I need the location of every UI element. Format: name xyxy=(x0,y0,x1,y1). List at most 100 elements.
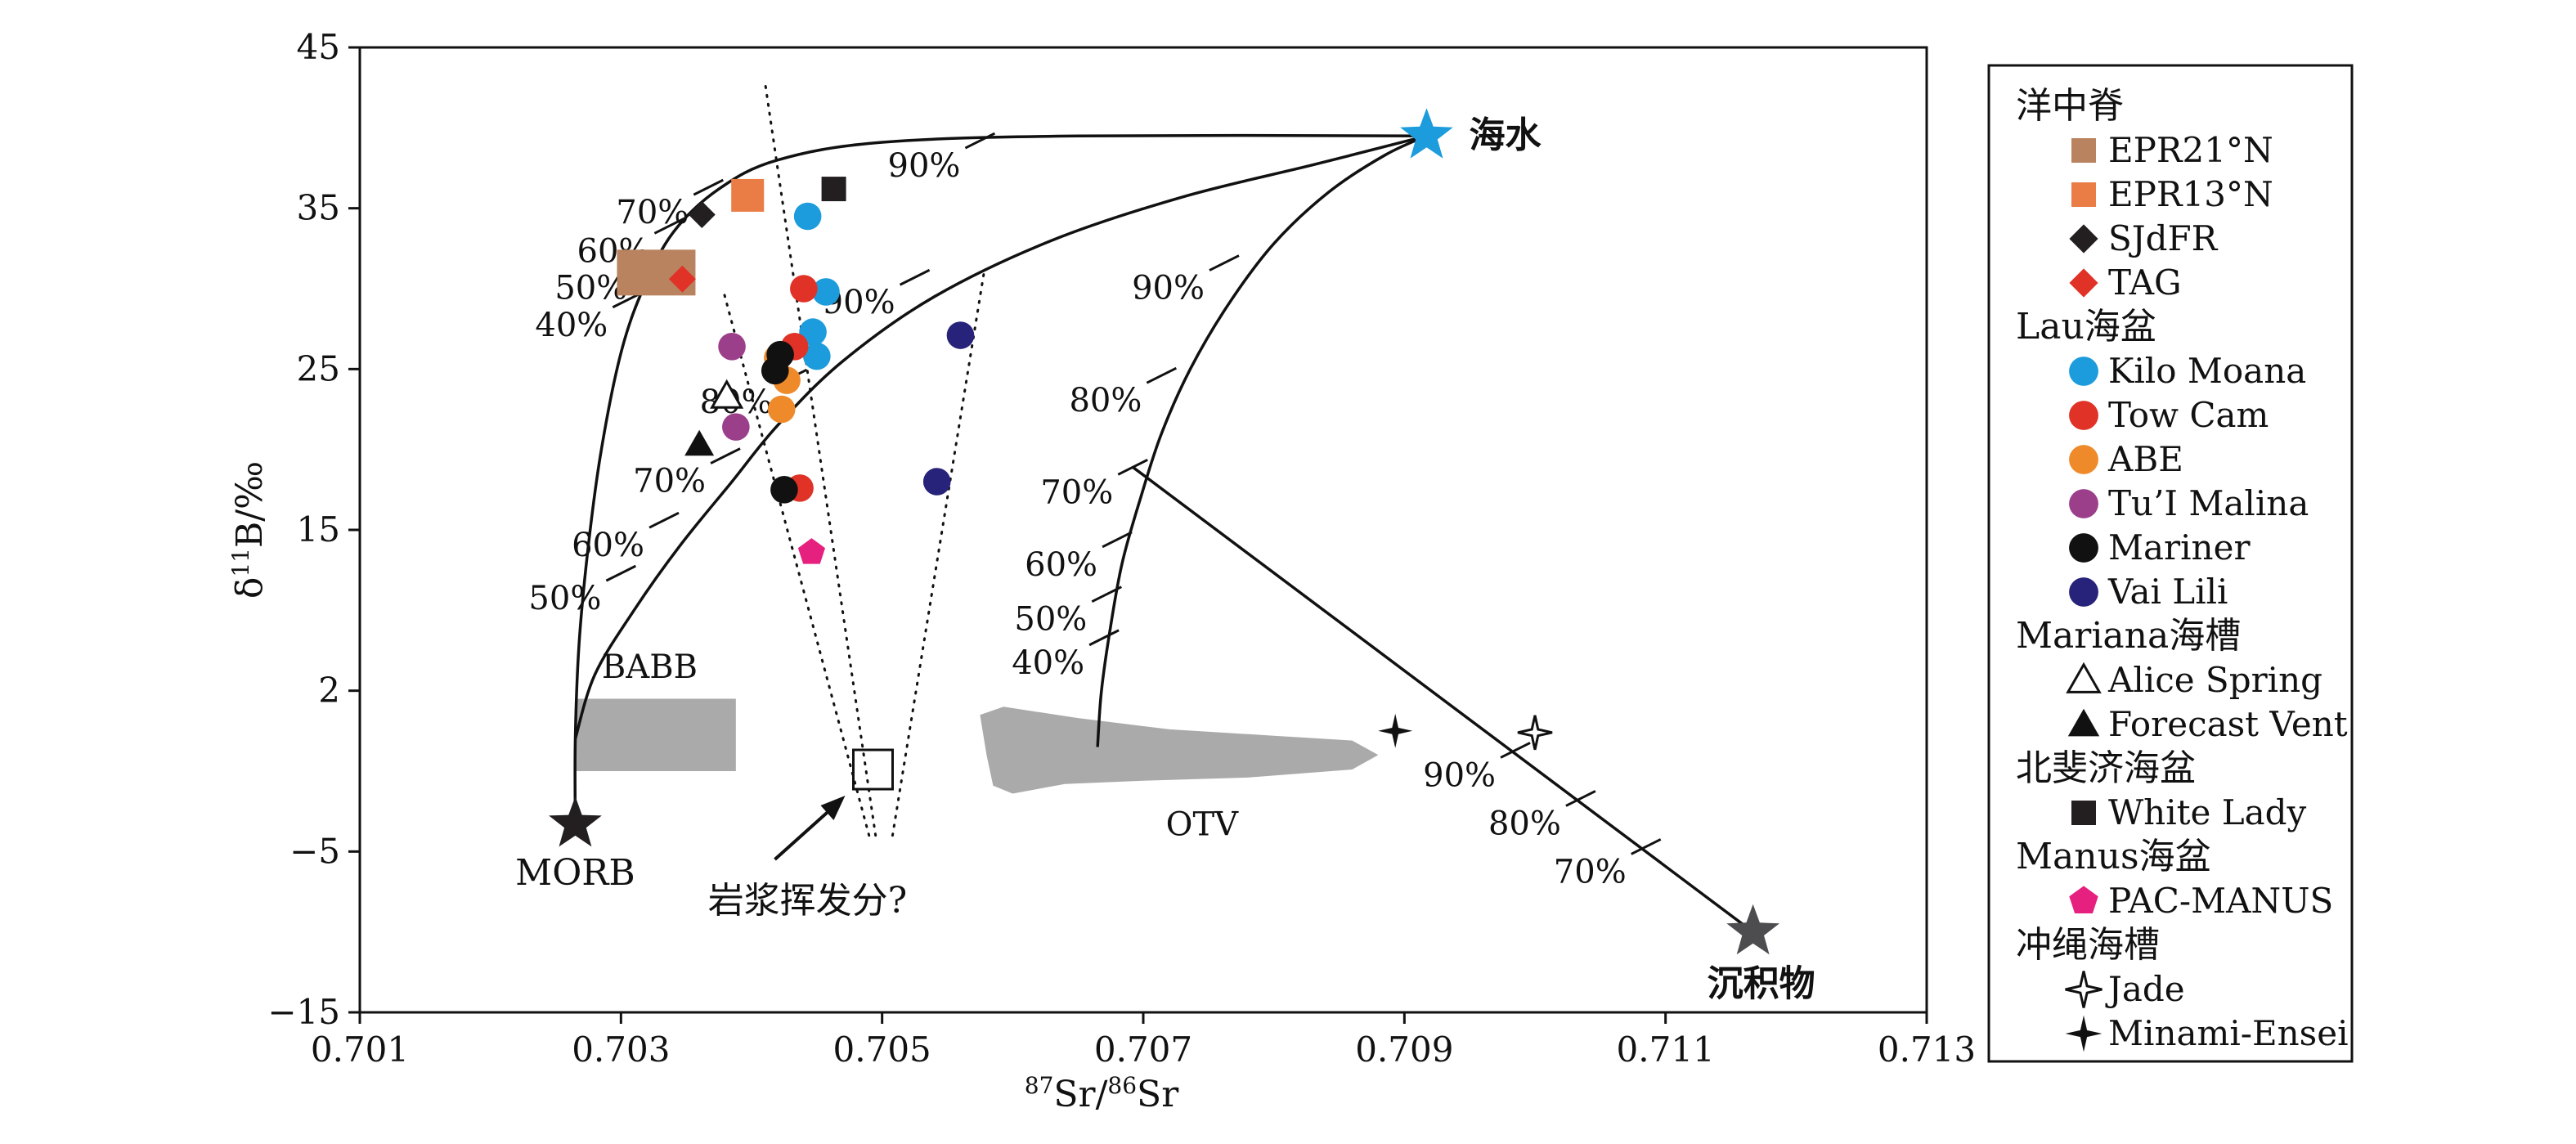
mixing-tick xyxy=(1102,531,1133,549)
point-alice-spring xyxy=(710,379,744,409)
legend-item-label: EPR13°N xyxy=(2108,174,2273,214)
mixing-tick xyxy=(1500,742,1531,759)
mixing-tick-label: 40% xyxy=(535,307,608,344)
mixing-tick xyxy=(1631,838,1662,855)
legend-marker xyxy=(2069,577,2098,607)
legend-frame xyxy=(1987,64,2354,1063)
mixing-curve-OTV-seawater xyxy=(1096,134,1428,747)
legend-marker xyxy=(2065,971,2103,1008)
mixing-tick xyxy=(1091,585,1122,603)
point-kilo-moana xyxy=(803,342,831,370)
y-tick-label: 2 xyxy=(318,671,340,711)
x-tick-label: 0.711 xyxy=(1617,1030,1715,1070)
point-vai-lili xyxy=(946,321,975,349)
sediment-label: 沉积物 xyxy=(1708,963,1815,1005)
x-tick-label: 0.701 xyxy=(311,1030,409,1070)
legend-item-label: Tu’I Malina xyxy=(2108,483,2309,523)
magmatic-volatile-line xyxy=(891,271,985,837)
y-axis-title: δ11B/‰ xyxy=(227,461,271,599)
point-mariner xyxy=(761,357,789,385)
x-tick-label: 0.705 xyxy=(833,1030,931,1070)
legend-marker xyxy=(2069,445,2098,474)
mixing-curve-OTV-sediment xyxy=(1132,465,1754,934)
x-tick-label: 0.709 xyxy=(1355,1030,1453,1070)
legend-item-label: Vai Lili xyxy=(2107,572,2228,612)
babb-label: BABB xyxy=(602,648,698,686)
legend-marker xyxy=(2069,489,2098,518)
legend-item-label: Minami-Ensei xyxy=(2108,1013,2349,1053)
sediment-star xyxy=(1726,904,1779,955)
points-layer xyxy=(617,177,1553,751)
mixing-tick xyxy=(964,132,996,150)
legend-group-title: 冲绳海槽 xyxy=(2016,924,2160,966)
mixing-tick xyxy=(1565,790,1596,807)
point-mariner xyxy=(770,476,798,504)
otv-label: OTV xyxy=(1166,806,1239,844)
otv-field xyxy=(980,707,1379,794)
mixing-tick-label: 80% xyxy=(1488,805,1561,842)
morb-star xyxy=(549,796,602,847)
magmatic-volatile-line xyxy=(763,78,877,837)
mixing-tick-label: 70% xyxy=(633,463,706,500)
legend-group-title: Lau海盆 xyxy=(2016,306,2156,348)
point-kilo-moana xyxy=(793,202,822,231)
legend-item-label: Jade xyxy=(2105,969,2185,1009)
mixing-tick xyxy=(1088,629,1120,647)
point-pac-manus xyxy=(797,538,825,564)
volatile-label: 岩浆挥发分? xyxy=(708,880,908,922)
legend-item-label: ABE xyxy=(2107,439,2183,479)
point-abe xyxy=(767,395,796,424)
y-axis-title-part2: B/‰ xyxy=(229,461,271,548)
legend-marker xyxy=(2069,886,2098,913)
mixing-curve-BABB-seawater xyxy=(573,134,1427,740)
legend-item-label: Forecast Vent xyxy=(2108,704,2348,744)
legend-group-title: 北斐济海盆 xyxy=(2016,747,2196,789)
y-tick-label: 25 xyxy=(297,348,340,388)
mixing-tick-label: 60% xyxy=(572,527,644,564)
x-axis-title-part1: Sr/ xyxy=(1053,1074,1107,1115)
x-tick-label: 0.707 xyxy=(1094,1030,1192,1070)
point-sjdfr xyxy=(688,201,716,229)
legend-item-label: EPR21°N xyxy=(2108,130,2273,170)
point-tu-i-malina xyxy=(718,333,746,361)
point-jade xyxy=(1517,715,1553,751)
mixing-tick xyxy=(648,511,680,529)
seawater-star xyxy=(1400,108,1453,159)
legend-item-label: PAC-MANUS xyxy=(2108,881,2333,921)
y-tick-label: 15 xyxy=(297,509,340,550)
x-axis-title-sup2: 86 xyxy=(1107,1072,1137,1099)
y-axis-title-sup: 11 xyxy=(227,548,254,577)
legend-group-title: Mariana海槽 xyxy=(2016,615,2241,657)
volatile-box xyxy=(851,748,894,791)
y-tick-label: −15 xyxy=(267,992,340,1032)
legend-marker xyxy=(2071,182,2096,207)
mixing-tick xyxy=(1146,366,1178,384)
legend-marker xyxy=(2065,1015,2103,1052)
axis-ticks-layer: 0.701 0.703 0.705 0.707 0.709 0.711 0.713 −15 −5… xyxy=(267,27,1976,1070)
point-kilo-moana xyxy=(812,278,840,306)
point-tu-i-malina xyxy=(722,413,750,441)
point-vai-lili xyxy=(922,468,951,496)
volatile-arrow-head xyxy=(820,796,846,821)
legend-marker xyxy=(2071,801,2096,825)
mixing-tick xyxy=(899,268,931,286)
mixing-tick xyxy=(710,447,741,464)
mixing-tick-label: 90% xyxy=(1423,756,1496,794)
mixing-curves-layer: 40%50%60%70%90%50%60%70%80%90%40%50%60%7… xyxy=(528,78,1754,934)
legend-item-label: Alice Spring xyxy=(2107,660,2322,700)
legend-marker xyxy=(2069,357,2098,386)
x-axis-title-part2: Sr xyxy=(1137,1074,1179,1115)
legend-marker xyxy=(2069,533,2098,563)
seawater-label: 海水 xyxy=(1469,114,1542,156)
mixing-tick-label: 70% xyxy=(616,194,689,231)
mixing-tick-label: 50% xyxy=(1014,601,1087,639)
fields-layer: BABB OTV xyxy=(575,648,1379,844)
mixing-tick xyxy=(1209,254,1240,271)
mixing-tick-label: 70% xyxy=(1554,853,1627,891)
point-minami-ensei xyxy=(1378,713,1413,748)
legend-item-label: Kilo Moana xyxy=(2108,351,2306,391)
point-tag xyxy=(668,265,696,293)
mixing-tick xyxy=(653,217,685,235)
